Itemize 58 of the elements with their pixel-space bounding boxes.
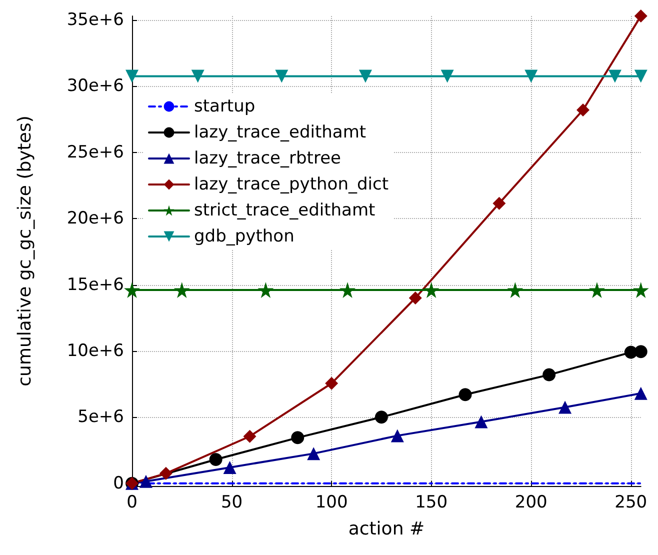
point	[634, 386, 648, 400]
y-tick-label: 15e+6	[66, 274, 124, 295]
point	[524, 70, 538, 83]
point	[390, 429, 404, 442]
point	[139, 474, 152, 488]
point	[632, 282, 649, 298]
legend-label: strict_trace_edithamt	[194, 200, 376, 220]
point	[634, 345, 648, 358]
point	[576, 104, 590, 116]
y-tick-label: 0	[113, 473, 124, 494]
point	[440, 70, 454, 83]
point	[307, 447, 320, 460]
x-tick-label: 0	[126, 492, 138, 512]
point	[608, 70, 622, 83]
y-tick-label: 30e+6	[66, 76, 124, 96]
point	[209, 453, 222, 466]
point	[374, 410, 388, 424]
y-tick-label: 35e+6	[66, 10, 124, 30]
point	[174, 282, 190, 298]
y-tick-label: 20e+6	[66, 208, 124, 229]
point	[126, 70, 138, 83]
legend-label: startup	[194, 96, 256, 116]
point	[340, 282, 356, 298]
point	[325, 376, 338, 390]
point	[258, 282, 274, 298]
point	[159, 466, 172, 480]
x-tick-label: 200	[514, 492, 548, 512]
x-axis-title: action #	[348, 518, 425, 540]
point	[243, 430, 256, 443]
point	[634, 10, 648, 22]
point	[588, 282, 605, 298]
y-axis-title: cumulative gc_gc_size (bytes)	[14, 116, 36, 386]
legend-label: gdb_python	[194, 226, 294, 246]
point	[634, 70, 648, 83]
point	[275, 70, 288, 83]
point	[223, 460, 236, 474]
point	[191, 70, 204, 83]
legend-label: lazy_trace_edithamt	[194, 122, 366, 142]
point	[474, 415, 488, 428]
point	[542, 368, 556, 382]
x-tick-label: 50	[220, 492, 243, 512]
x-tick-label: 250	[614, 492, 648, 512]
x-tick-label: 150	[415, 492, 448, 512]
point	[507, 282, 524, 298]
x-tick-label: 100	[315, 492, 348, 512]
legend-label: lazy_trace_rbtree	[194, 148, 341, 168]
point	[358, 70, 372, 83]
point	[291, 431, 304, 444]
point	[492, 196, 506, 210]
point	[423, 282, 440, 298]
legend-label: lazy_trace_python_dict	[194, 174, 389, 194]
y-tick-label: 5e+6	[78, 407, 124, 428]
point	[458, 388, 472, 402]
y-tick-label: 10e+6	[66, 340, 124, 361]
point	[558, 400, 572, 414]
y-tick-label: 25e+6	[66, 142, 124, 162]
point	[124, 282, 140, 298]
point	[408, 292, 422, 304]
